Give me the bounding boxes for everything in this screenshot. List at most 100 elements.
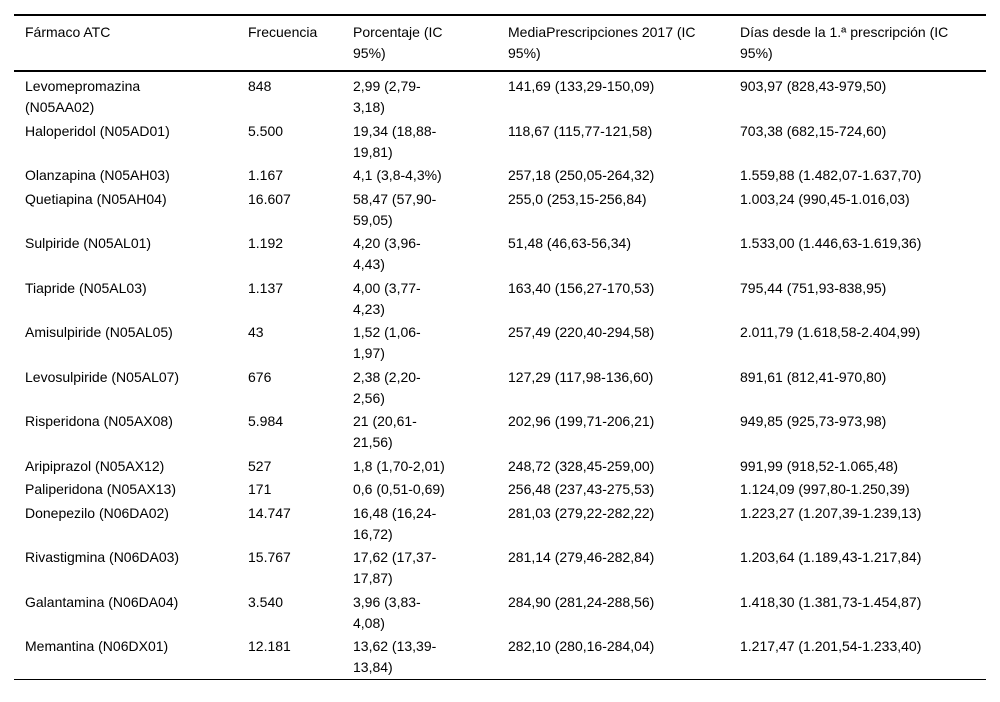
- drug-cell: Paliperidona (N05AX13): [25, 481, 176, 497]
- drug-cell: Quetiapina (N05AH04): [25, 190, 167, 207]
- days-since-first-prescription-cell: 1.203,64 (1.189,43-1.217,84): [740, 549, 922, 565]
- percentage-cell: 17,62 (17,37-17,87): [353, 549, 437, 586]
- mean-prescriptions-cell: 118,67 (115,77-121,58): [508, 122, 653, 139]
- days-since-first-prescription-cell: 891,61 (812,41-970,80): [740, 368, 887, 385]
- mean-prescriptions-cell: 248,72 (328,45-259,00): [508, 457, 655, 474]
- table-row: Tiapride (N05AL03) 1.137 4,00 (3,77-4,23…: [14, 276, 986, 321]
- table-row: Amisulpiride (N05AL05) 43 1,52 (1,06-1,9…: [14, 321, 986, 366]
- days-since-first-prescription-cell: 2.011,79 (1.618,58-2.404,99): [740, 324, 921, 340]
- drug-cell: Memantina (N06DX01): [25, 638, 169, 654]
- mean-prescriptions-cell: 257,18 (250,05-264,32): [508, 167, 655, 183]
- drug-cell: Haloperidol (N05AD01): [25, 122, 170, 139]
- percentage-cell: 0,6 (0,51-0,69): [353, 481, 445, 497]
- drug-cell: Galantamina (N06DA04): [25, 593, 179, 610]
- drug-cell: Levomepromazina (N05AA02): [25, 78, 141, 115]
- table-row: Sulpiride (N05AL01) 1.192 4,20 (3,96-4,4…: [14, 232, 986, 277]
- days-since-first-prescription-cell: 703,38 (682,15-724,60): [740, 122, 887, 139]
- mean-prescriptions-cell: 51,48 (46,63-56,34): [508, 235, 631, 251]
- drug-cell: Sulpiride (N05AL01): [25, 235, 152, 251]
- mean-prescriptions-cell: 281,14 (279,46-282,84): [508, 549, 655, 565]
- mean-prescriptions-cell: 257,49 (220,40-294,58): [508, 324, 655, 340]
- frequency-cell: 527: [248, 457, 272, 474]
- frequency-cell: 43: [248, 324, 264, 340]
- mean-prescriptions-cell: 163,40 (156,27-170,53): [508, 279, 655, 296]
- days-since-first-prescription-cell: 903,97 (828,43-979,50): [740, 78, 887, 94]
- table-row: Risperidona (N05AX08) 5.984 21 (20,61-21…: [14, 410, 986, 455]
- atc-drugs-table: Fármaco ATC Frecuencia Porcentaje (IC 95…: [14, 14, 986, 680]
- days-since-first-prescription-cell: 991,99 (918,52-1.065,48): [740, 457, 899, 474]
- column-header-farmaco-atc: Fármaco ATC: [14, 15, 248, 72]
- percentage-cell: 58,47 (57,90-59,05): [353, 190, 437, 228]
- percentage-cell: 1,8 (1,70-2,01): [353, 457, 445, 474]
- table-row: Aripiprazol (N05AX12) 527 1,8 (1,70-2,01…: [14, 454, 986, 478]
- drug-cell: Olanzapina (N05AH03): [25, 167, 170, 183]
- percentage-cell: 13,62 (13,39-13,84): [353, 638, 437, 675]
- table-header-row: Fármaco ATC Frecuencia Porcentaje (IC 95…: [14, 15, 986, 72]
- drug-cell: Amisulpiride (N05AL05): [25, 324, 173, 340]
- column-header-frecuencia: Frecuencia: [248, 15, 353, 72]
- days-since-first-prescription-cell: 1.223,27 (1.207,39-1.239,13): [740, 504, 922, 521]
- mean-prescriptions-cell: 255,0 (253,15-256,84): [508, 190, 647, 207]
- frequency-cell: 848: [248, 78, 272, 94]
- drug-cell: Donepezilo (N06DA02): [25, 504, 169, 521]
- drug-cell: Aripiprazol (N05AX12): [25, 457, 165, 474]
- table-row: Quetiapina (N05AH04) 16.607 58,47 (57,90…: [14, 187, 986, 232]
- table-row: Donepezilo (N06DA02) 14.747 16,48 (16,24…: [14, 501, 986, 546]
- frequency-cell: 1.137: [248, 279, 284, 296]
- drug-cell: Levosulpiride (N05AL07): [25, 368, 180, 385]
- percentage-cell: 4,1 (3,8-4,3%): [353, 167, 442, 183]
- percentage-cell: 3,96 (3,83-4,08): [353, 593, 421, 631]
- drug-cell: Tiapride (N05AL03): [25, 279, 147, 296]
- mean-prescriptions-cell: 127,29 (117,98-136,60): [508, 368, 654, 385]
- table-body: Levomepromazina (N05AA02) 848 2,99 (2,79…: [14, 71, 986, 680]
- column-header-media-prescripciones: MediaPrescripciones 2017 (IC 95%): [508, 15, 740, 72]
- percentage-cell: 2,38 (2,20-2,56): [353, 368, 421, 406]
- table-container: Fármaco ATC Frecuencia Porcentaje (IC 95…: [14, 14, 986, 680]
- frequency-cell: 676: [248, 368, 272, 385]
- frequency-cell: 1.167: [248, 167, 284, 183]
- table-row: Levomepromazina (N05AA02) 848 2,99 (2,79…: [14, 71, 986, 119]
- frequency-cell: 1.192: [248, 235, 284, 251]
- days-since-first-prescription-cell: 1.217,47 (1.201,54-1.233,40): [740, 638, 922, 654]
- table-row: Rivastigmina (N06DA03) 15.767 17,62 (17,…: [14, 546, 986, 591]
- table-row: Paliperidona (N05AX13) 171 0,6 (0,51-0,6…: [14, 478, 986, 502]
- page: Fármaco ATC Frecuencia Porcentaje (IC 95…: [0, 14, 1000, 702]
- days-since-first-prescription-cell: 1.559,88 (1.482,07-1.637,70): [740, 167, 922, 183]
- column-header-dias-primera-prescripcion: Días desde la 1.ª prescripción (IC 95%): [740, 15, 986, 72]
- mean-prescriptions-cell: 141,69 (133,29-150,09): [508, 78, 655, 94]
- frequency-cell: 16.607: [248, 190, 291, 207]
- days-since-first-prescription-cell: 795,44 (751,93-838,95): [740, 279, 887, 296]
- frequency-cell: 3.540: [248, 593, 284, 610]
- percentage-cell: 19,34 (18,88-19,81): [353, 122, 437, 160]
- percentage-cell: 4,00 (3,77-4,23): [353, 279, 421, 317]
- table-row: Memantina (N06DX01) 12.181 13,62 (13,39-…: [14, 635, 986, 680]
- frequency-cell: 14.747: [248, 504, 291, 521]
- mean-prescriptions-cell: 282,10 (280,16-284,04): [508, 638, 655, 654]
- percentage-cell: 2,99 (2,79-3,18): [353, 78, 421, 115]
- frequency-cell: 5.984: [248, 413, 284, 429]
- percentage-cell: 21 (20,61-21,56): [353, 413, 417, 450]
- days-since-first-prescription-cell: 1.003,24 (990,45-1.016,03): [740, 190, 910, 207]
- days-since-first-prescription-cell: 1.418,30 (1.381,73-1.454,87): [740, 593, 922, 610]
- table-header: Fármaco ATC Frecuencia Porcentaje (IC 95…: [14, 15, 986, 72]
- frequency-cell: 171: [248, 481, 272, 497]
- percentage-cell: 4,20 (3,96-4,43): [353, 235, 421, 272]
- drug-cell: Risperidona (N05AX08): [25, 413, 173, 429]
- days-since-first-prescription-cell: 949,85 (925,73-973,98): [740, 413, 887, 429]
- table-row: Levosulpiride (N05AL07) 676 2,38 (2,20-2…: [14, 365, 986, 410]
- table-row: Olanzapina (N05AH03) 1.167 4,1 (3,8-4,3%…: [14, 164, 986, 188]
- drug-cell: Rivastigmina (N06DA03): [25, 549, 180, 565]
- table-row: Galantamina (N06DA04) 3.540 3,96 (3,83-4…: [14, 590, 986, 635]
- percentage-cell: 16,48 (16,24-16,72): [353, 504, 437, 542]
- percentage-cell: 1,52 (1,06-1,97): [353, 324, 421, 361]
- frequency-cell: 5.500: [248, 122, 284, 139]
- table-row: Haloperidol (N05AD01) 5.500 19,34 (18,88…: [14, 119, 986, 164]
- mean-prescriptions-cell: 256,48 (237,43-275,53): [508, 481, 655, 497]
- column-header-porcentaje: Porcentaje (IC 95%): [353, 15, 508, 72]
- days-since-first-prescription-cell: 1.124,09 (997,80-1.250,39): [740, 481, 910, 497]
- frequency-cell: 12.181: [248, 638, 291, 654]
- mean-prescriptions-cell: 202,96 (199,71-206,21): [508, 413, 655, 429]
- mean-prescriptions-cell: 281,03 (279,22-282,22): [508, 504, 655, 521]
- mean-prescriptions-cell: 284,90 (281,24-288,56): [508, 593, 655, 610]
- frequency-cell: 15.767: [248, 549, 291, 565]
